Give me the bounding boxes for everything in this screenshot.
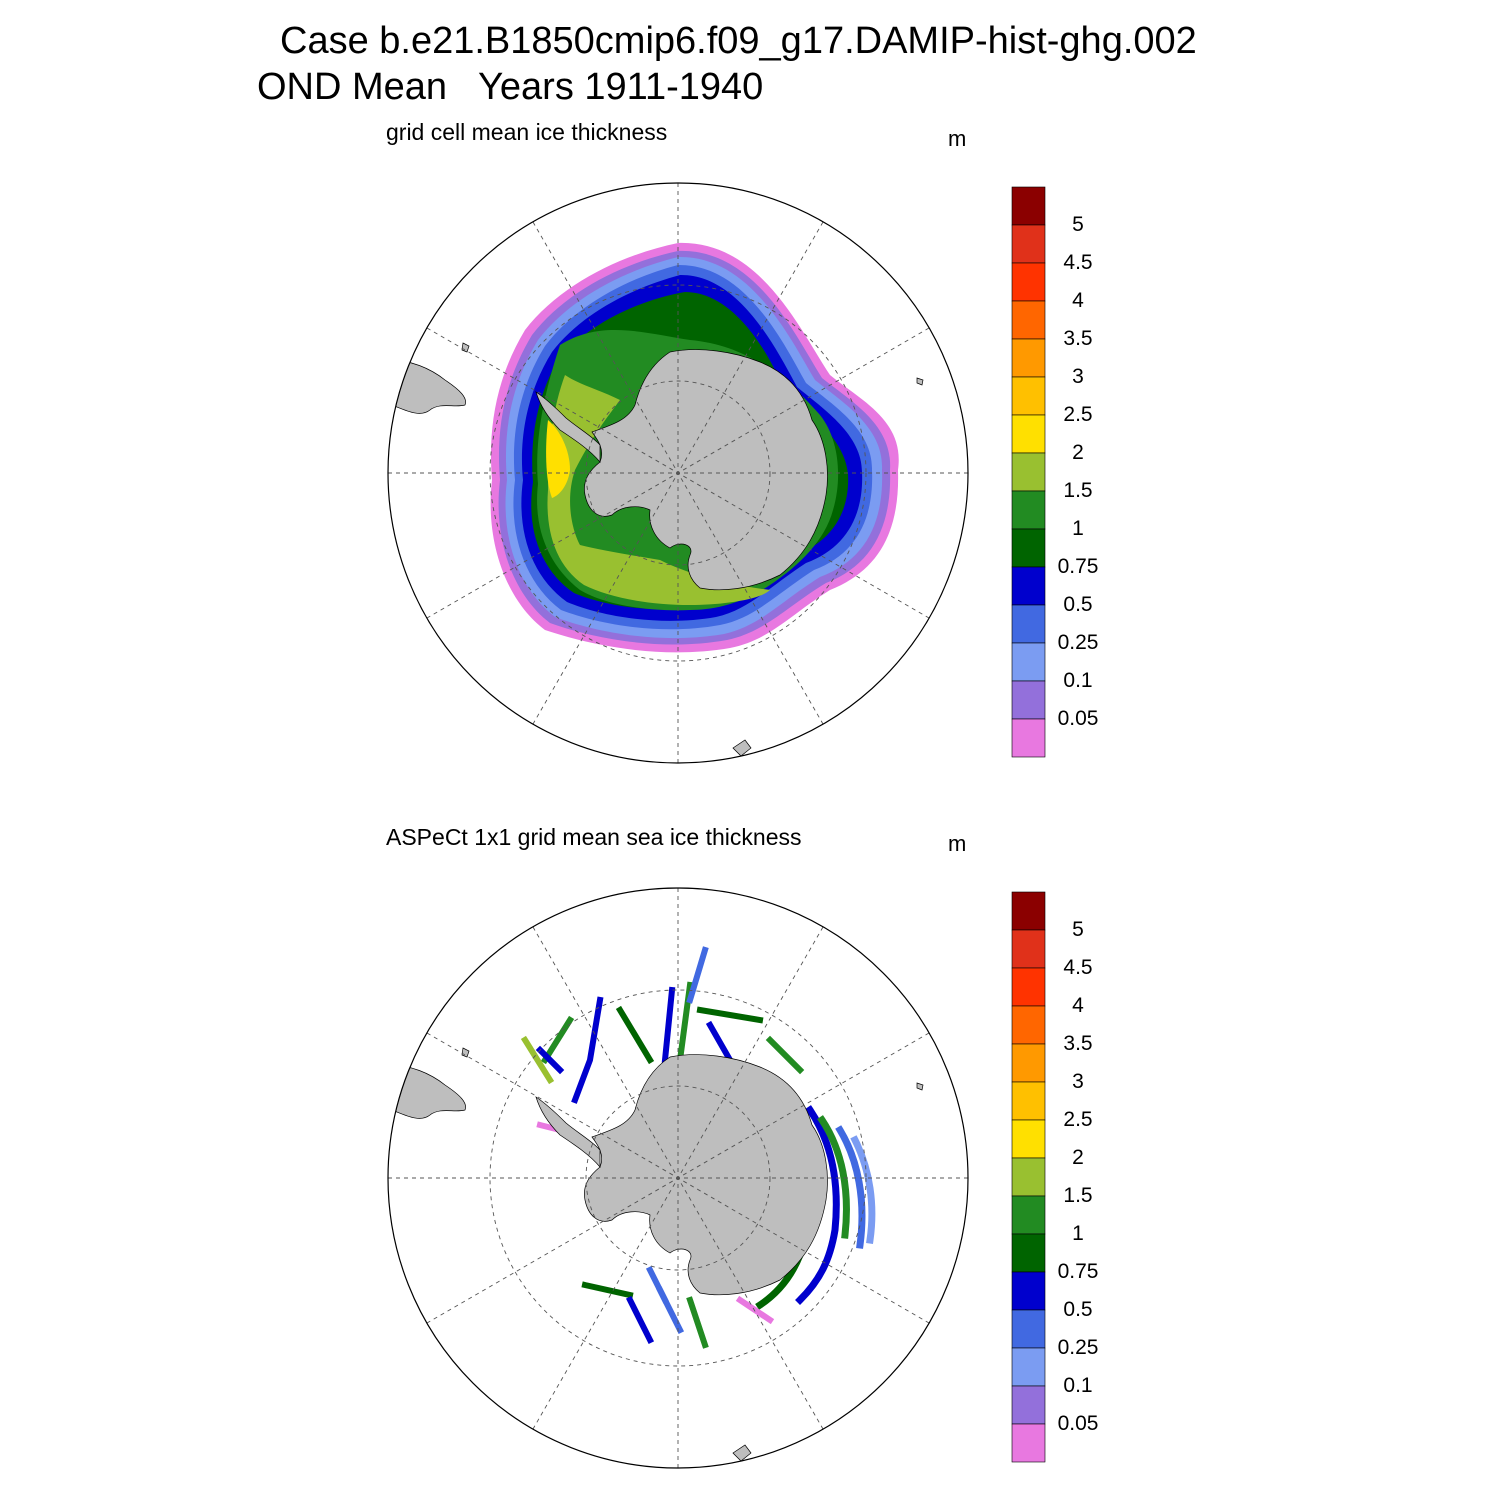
colorbar-swatch bbox=[1011, 1005, 1046, 1045]
colorbar-swatch bbox=[1011, 452, 1046, 492]
panel2-unit: m bbox=[948, 831, 967, 856]
colorbar-tick-label: 0.25 bbox=[1057, 1336, 1099, 1359]
colorbar-swatch bbox=[1011, 1043, 1046, 1083]
sub-antarctic-island-2 bbox=[916, 377, 924, 386]
colorbar-swatch bbox=[1011, 1271, 1046, 1311]
colorbar-tick-label: 4.5 bbox=[1063, 251, 1093, 274]
colorbar-tick-label: 2 bbox=[1072, 441, 1084, 464]
colorbar-tick-label: 4 bbox=[1072, 289, 1084, 312]
colorbar-swatch bbox=[1011, 490, 1046, 530]
colorbar-swatch bbox=[1011, 338, 1046, 378]
colorbar-swatch bbox=[1011, 528, 1046, 568]
colorbar-swatch bbox=[1011, 1233, 1046, 1273]
observation-tracks bbox=[520, 946, 876, 1349]
figure-title-line2: OND Mean Years 1911-1940 bbox=[257, 66, 764, 108]
colorbar-tick-label: 5 bbox=[1072, 918, 1084, 941]
colorbar-tick-label: 3.5 bbox=[1063, 1032, 1093, 1055]
colorbar-tick-label: 0.05 bbox=[1057, 707, 1099, 730]
colorbar-tick-label: 0.75 bbox=[1057, 1260, 1099, 1283]
colorbar-swatch bbox=[1011, 1195, 1046, 1235]
colorbar-swatch bbox=[1011, 262, 1046, 302]
panel2-map bbox=[388, 888, 968, 1468]
antarctic-peninsula bbox=[535, 391, 601, 463]
panel1-map-border bbox=[387, 182, 969, 764]
colorbar-swatch bbox=[1011, 300, 1046, 340]
colorbar-tick-label: 0.1 bbox=[1063, 1374, 1093, 1397]
colorbar-swatch bbox=[1011, 604, 1046, 644]
colorbar-tick-label: 0.5 bbox=[1063, 593, 1093, 616]
colorbar-tick-label: 2 bbox=[1072, 1146, 1084, 1169]
south-america bbox=[389, 359, 466, 414]
colorbar-tick-label: 4.5 bbox=[1063, 956, 1093, 979]
colorbar-swatch bbox=[1011, 718, 1046, 758]
panel2-colorbar bbox=[1011, 891, 1046, 1463]
colorbar-swatch bbox=[1011, 967, 1046, 1007]
colorbar-swatch bbox=[1011, 1081, 1046, 1121]
colorbar-swatch bbox=[1011, 414, 1046, 454]
colorbar-tick-label: 0.75 bbox=[1057, 555, 1099, 578]
antarctica-land bbox=[389, 342, 924, 757]
ice-band-2 bbox=[547, 375, 770, 605]
colorbar-swatch bbox=[1011, 1423, 1046, 1463]
colorbar-swatch bbox=[1011, 224, 1046, 264]
colorbar-tick-label: 2.5 bbox=[1063, 1108, 1093, 1131]
colorbar-tick-label: 1 bbox=[1072, 1222, 1084, 1245]
colorbar-tick-label: 1 bbox=[1072, 517, 1084, 540]
colorbar-tick-label: 1.5 bbox=[1063, 1184, 1093, 1207]
colorbar-swatch bbox=[1011, 1347, 1046, 1387]
panel1-colorbar bbox=[1011, 186, 1046, 758]
colorbar-tick-label: 1.5 bbox=[1063, 479, 1093, 502]
colorbar-swatch bbox=[1011, 376, 1046, 416]
colorbar-tick-label: 0.25 bbox=[1057, 631, 1099, 654]
colorbar-swatch bbox=[1011, 929, 1046, 969]
colorbar-tick-label: 0.5 bbox=[1063, 1298, 1093, 1321]
antarctic-peninsula bbox=[535, 1096, 601, 1168]
figure-title-line1: Case b.e21.B1850cmip6.f09_g17.DAMIP-hist… bbox=[280, 20, 1197, 62]
colorbar-swatch bbox=[1011, 1385, 1046, 1425]
sub-antarctic-island-1 bbox=[461, 342, 470, 353]
track-south bbox=[581, 1265, 775, 1349]
colorbar-swatch bbox=[1011, 1157, 1046, 1197]
colorbar-tick-label: 0.05 bbox=[1057, 1412, 1099, 1435]
panel1-unit: m bbox=[948, 126, 967, 151]
panel2-title: ASPeCt 1x1 grid mean sea ice thickness bbox=[386, 824, 802, 850]
new-zealand-tip bbox=[732, 739, 752, 757]
sub-antarctic-island-1 bbox=[461, 1047, 470, 1058]
colorbar-tick-label: 3 bbox=[1072, 1070, 1084, 1093]
colorbar-swatch bbox=[1011, 1309, 1046, 1349]
ice-band-2.5 bbox=[546, 420, 570, 498]
graticule bbox=[388, 183, 968, 763]
colorbar-swatch bbox=[1011, 1119, 1046, 1159]
panel1-title: grid cell mean ice thickness bbox=[386, 119, 668, 145]
colorbar-swatch bbox=[1011, 891, 1046, 931]
antarctica-land-2 bbox=[389, 1047, 924, 1462]
colorbar-tick-label: 2.5 bbox=[1063, 403, 1093, 426]
colorbar-swatch bbox=[1011, 680, 1046, 720]
sub-antarctic-island-2 bbox=[916, 1082, 924, 1091]
antarctica bbox=[584, 1054, 828, 1296]
new-zealand-tip bbox=[732, 1444, 752, 1462]
colorbar-tick-label: 4 bbox=[1072, 994, 1084, 1017]
colorbar-tick-label: 3.5 bbox=[1063, 327, 1093, 350]
panel2-map-border bbox=[387, 887, 969, 1469]
colorbar-tick-label: 0.1 bbox=[1063, 669, 1093, 692]
antarctica bbox=[584, 349, 828, 591]
panel1-map bbox=[388, 183, 968, 763]
colorbar-swatch bbox=[1011, 566, 1046, 606]
colorbar-tick-label: 5 bbox=[1072, 213, 1084, 236]
colorbar-swatch bbox=[1011, 642, 1046, 682]
graticule-2 bbox=[388, 888, 968, 1468]
colorbar-swatch bbox=[1011, 186, 1046, 226]
track-north bbox=[540, 946, 805, 1104]
south-america bbox=[389, 1064, 466, 1119]
colorbar-tick-label: 3 bbox=[1072, 365, 1084, 388]
